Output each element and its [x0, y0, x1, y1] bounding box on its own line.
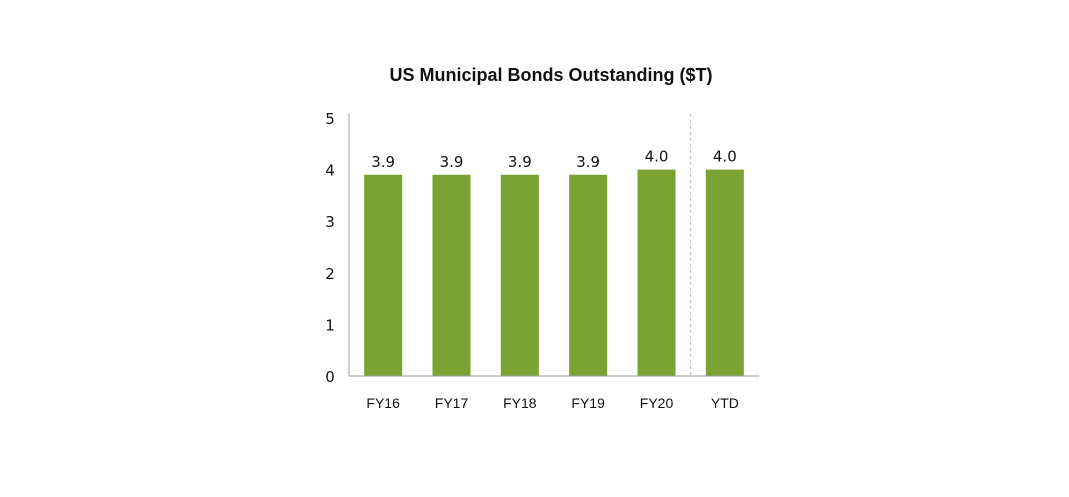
bar [364, 174, 403, 376]
x-tick-label: FY19 [571, 395, 605, 411]
x-axis-ticks: FY16 FY17 FY18 FY19 FY20 YTD [366, 395, 738, 411]
x-tick-label: YTD [711, 395, 739, 411]
bar [500, 174, 539, 376]
y-tick-label: 0 [325, 368, 335, 386]
x-tick-label: FY17 [435, 395, 469, 411]
y-tick-label: 1 [325, 316, 335, 334]
y-tick-label: 5 [325, 110, 335, 128]
data-label: 4.0 [645, 148, 669, 166]
data-label: 3.9 [440, 153, 464, 171]
y-tick-label: 2 [325, 265, 335, 283]
bar [637, 169, 676, 376]
x-tick-label: FY16 [366, 395, 400, 411]
chart-title: US Municipal Bonds Outstanding ($T) [390, 65, 713, 85]
x-tick-label: FY18 [503, 395, 537, 411]
data-label: 3.9 [508, 153, 532, 171]
data-label: 3.9 [576, 153, 600, 171]
bars [364, 169, 744, 376]
bar [432, 174, 471, 376]
bar [705, 169, 744, 376]
x-tick-label: FY20 [640, 395, 674, 411]
data-labels: 3.9 3.9 3.9 3.9 4.0 4.0 [371, 148, 737, 171]
y-axis-ticks: 0 1 2 3 4 5 [325, 110, 335, 386]
data-label: 3.9 [371, 153, 395, 171]
bar [569, 174, 608, 376]
y-tick-label: 3 [325, 213, 335, 231]
data-label: 4.0 [713, 148, 737, 166]
y-tick-label: 4 [325, 162, 335, 180]
